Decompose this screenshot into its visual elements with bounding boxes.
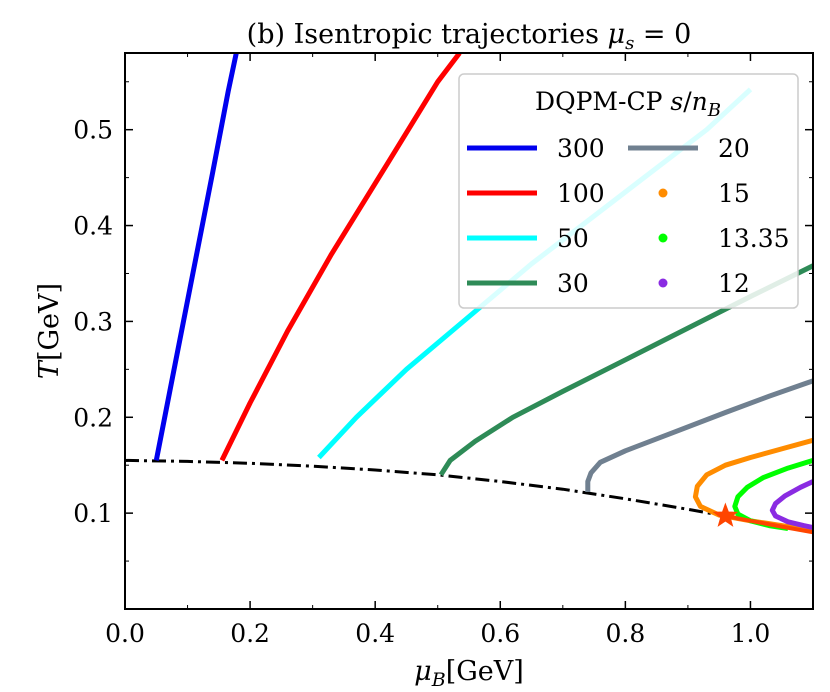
x-tick-label: 1.0 <box>731 619 771 648</box>
y-axis-label: T[GeV] <box>34 283 65 379</box>
legend-label: 12 <box>718 269 750 298</box>
x-axis-label: μB[GeV] <box>414 656 524 691</box>
marker-layer <box>712 502 813 535</box>
legend-entry-300: 300 <box>467 134 605 163</box>
legend-entries: 300 100 50 30 20 15 13.35 12 <box>467 134 790 298</box>
critical-point-star <box>712 502 739 527</box>
legend-label: 15 <box>718 179 750 208</box>
legend-label: 300 <box>557 134 605 163</box>
chart-title: (b) Isentropic trajectories μs = 0 <box>247 19 692 54</box>
phase-boundary-layer <box>125 458 726 518</box>
y-tick-label: 0.5 <box>73 116 113 145</box>
legend-label: 30 <box>557 269 589 298</box>
legend: DQPM-CP s/nB 300 100 50 30 20 15 13.35 12 <box>458 73 799 309</box>
legend-swatch-dot <box>658 188 668 198</box>
legend-label: 50 <box>557 224 589 253</box>
legend-entry-15: 15 <box>658 179 750 208</box>
legend-entry-20: 20 <box>628 134 750 163</box>
legend-entry-13-35: 13.35 <box>658 224 790 253</box>
y-tick-label: 0.2 <box>73 403 113 432</box>
legend-box <box>458 73 799 309</box>
first-order-line <box>725 514 813 535</box>
legend-label: 13.35 <box>718 224 790 253</box>
legend-entry-30: 30 <box>467 269 589 298</box>
legend-label: 100 <box>557 179 605 208</box>
legend-entry-12: 12 <box>658 269 750 298</box>
legend-swatch-dot <box>658 278 668 288</box>
series-line-20 <box>585 378 813 492</box>
x-tick-label: 0.8 <box>605 619 645 648</box>
x-tick-label: 0.4 <box>355 619 395 648</box>
legend-entry-100: 100 <box>467 179 605 208</box>
x-tick-label: 0.6 <box>480 619 520 648</box>
x-tick-label: 0.2 <box>230 619 270 648</box>
ticks-layer: 0.0 0.2 0.4 0.6 0.8 1.0 0.1 0.2 0.3 0.4 0.5 <box>73 53 814 648</box>
x-tick-label: 0.0 <box>105 619 145 648</box>
legend-title: DQPM-CP s/nB <box>535 87 721 121</box>
crossover-line <box>125 458 726 518</box>
y-tick-label: 0.1 <box>73 499 113 528</box>
y-tick-label: 0.3 <box>73 307 113 336</box>
y-tick-label: 0.4 <box>73 212 113 241</box>
plot-frame <box>124 52 814 610</box>
legend-label: 20 <box>718 134 750 163</box>
legend-swatch-dot <box>658 233 668 243</box>
series-line-12 <box>769 479 813 530</box>
legend-entry-50: 50 <box>467 224 589 253</box>
series-line-300 <box>153 53 239 461</box>
series-line-100 <box>219 53 462 462</box>
